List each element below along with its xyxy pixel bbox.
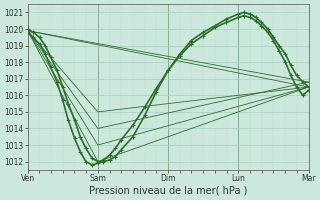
X-axis label: Pression niveau de la mer( hPa ): Pression niveau de la mer( hPa )	[89, 186, 247, 196]
